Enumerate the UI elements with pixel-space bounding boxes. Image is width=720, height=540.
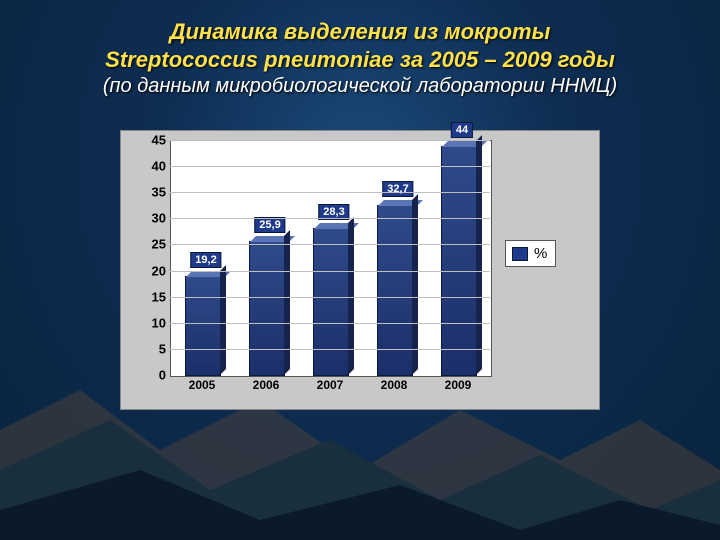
- bar: [313, 228, 348, 376]
- value-label: 32,7: [382, 181, 413, 197]
- value-label: 19,2: [190, 252, 221, 268]
- bar: [249, 241, 284, 376]
- legend-swatch: [512, 247, 528, 261]
- y-tick-label: 20: [120, 263, 166, 278]
- slide-title-block: Динамика выделения из мокроты Streptococ…: [0, 18, 720, 98]
- grid-line: [170, 166, 490, 167]
- grid-line: [170, 140, 490, 141]
- y-tick-label: 35: [120, 185, 166, 200]
- y-tick-label: 5: [120, 341, 166, 356]
- grid-line: [170, 297, 490, 298]
- grid-line: [170, 323, 490, 324]
- legend: %: [505, 240, 556, 267]
- title-line2: Streptococcus pneumoniae за 2005 – 2009 …: [0, 46, 720, 74]
- y-tick-label: 15: [120, 289, 166, 304]
- x-tick-label: 2006: [253, 378, 280, 392]
- x-tick-label: 2008: [381, 378, 408, 392]
- y-tick-label: 45: [120, 133, 166, 148]
- legend-label: %: [534, 245, 547, 262]
- grid-line: [170, 349, 490, 350]
- bar: [441, 146, 476, 376]
- x-tick-label: 2007: [317, 378, 344, 392]
- title-line1: Динамика выделения из мокроты: [0, 18, 720, 46]
- y-tick-label: 10: [120, 315, 166, 330]
- grid-line: [170, 244, 490, 245]
- x-tick-label: 2009: [445, 378, 472, 392]
- x-tick-label: 2005: [189, 378, 216, 392]
- bar: [377, 205, 412, 376]
- grid-line: [170, 218, 490, 219]
- value-label: 44: [451, 122, 473, 138]
- y-tick-label: 25: [120, 237, 166, 252]
- grid-line: [170, 271, 490, 272]
- bars-layer: 19,225,928,332,744: [171, 141, 491, 376]
- chart-container: 19,225,928,332,744 0 5 10 15 20 25 30 35 40 45 20…: [120, 130, 600, 410]
- plot-area: 19,225,928,332,744: [170, 140, 492, 377]
- title-subtitle: (по данным микробиологической лаборатори…: [0, 75, 720, 98]
- y-tick-label: 40: [120, 159, 166, 174]
- y-tick-label: 30: [120, 211, 166, 226]
- bar: [185, 276, 220, 376]
- grid-line: [170, 192, 490, 193]
- y-tick-label: 0: [120, 368, 166, 383]
